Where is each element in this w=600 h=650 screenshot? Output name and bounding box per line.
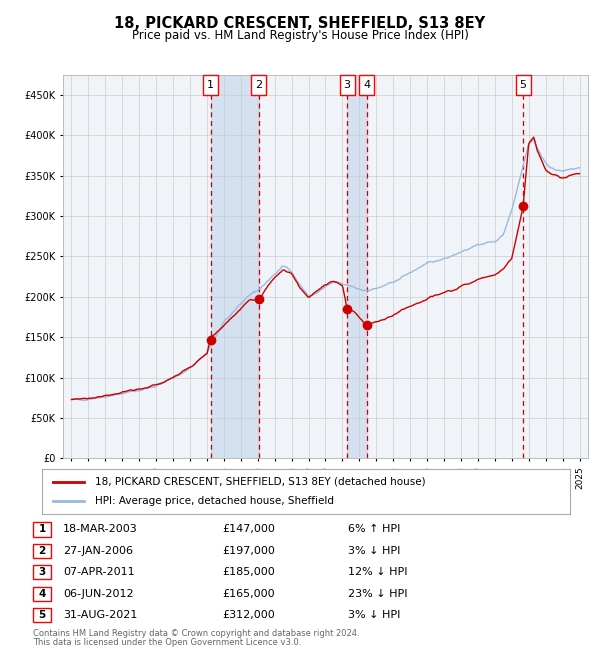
Text: 3: 3 xyxy=(344,80,350,90)
Text: £197,000: £197,000 xyxy=(222,546,275,556)
Text: 3: 3 xyxy=(38,567,46,577)
Text: 31-AUG-2021: 31-AUG-2021 xyxy=(63,610,137,620)
Text: £312,000: £312,000 xyxy=(222,610,275,620)
Text: 2: 2 xyxy=(256,80,263,90)
Text: 18, PICKARD CRESCENT, SHEFFIELD, S13 8EY: 18, PICKARD CRESCENT, SHEFFIELD, S13 8EY xyxy=(115,16,485,31)
Text: 18, PICKARD CRESCENT, SHEFFIELD, S13 8EY (detached house): 18, PICKARD CRESCENT, SHEFFIELD, S13 8EY… xyxy=(95,476,425,487)
Text: 5: 5 xyxy=(520,80,527,90)
Text: 07-APR-2011: 07-APR-2011 xyxy=(63,567,134,577)
Bar xyxy=(211,75,259,458)
Text: 3% ↓ HPI: 3% ↓ HPI xyxy=(348,546,400,556)
Text: HPI: Average price, detached house, Sheffield: HPI: Average price, detached house, Shef… xyxy=(95,496,334,506)
Text: 23% ↓ HPI: 23% ↓ HPI xyxy=(348,589,407,599)
Text: 5: 5 xyxy=(38,610,46,620)
Text: 4: 4 xyxy=(363,80,370,90)
Text: 12% ↓ HPI: 12% ↓ HPI xyxy=(348,567,407,577)
Text: £185,000: £185,000 xyxy=(222,567,275,577)
Text: 1: 1 xyxy=(38,525,46,534)
Text: £147,000: £147,000 xyxy=(222,525,275,534)
Text: 3% ↓ HPI: 3% ↓ HPI xyxy=(348,610,400,620)
Text: 4: 4 xyxy=(38,589,46,599)
Text: 2: 2 xyxy=(38,546,46,556)
Text: £165,000: £165,000 xyxy=(222,589,275,599)
Text: 06-JUN-2012: 06-JUN-2012 xyxy=(63,589,134,599)
Bar xyxy=(347,75,367,458)
Text: This data is licensed under the Open Government Licence v3.0.: This data is licensed under the Open Gov… xyxy=(33,638,301,647)
Text: Price paid vs. HM Land Registry's House Price Index (HPI): Price paid vs. HM Land Registry's House … xyxy=(131,29,469,42)
Text: 18-MAR-2003: 18-MAR-2003 xyxy=(63,525,138,534)
Text: 6% ↑ HPI: 6% ↑ HPI xyxy=(348,525,400,534)
Text: Contains HM Land Registry data © Crown copyright and database right 2024.: Contains HM Land Registry data © Crown c… xyxy=(33,629,359,638)
Text: 27-JAN-2006: 27-JAN-2006 xyxy=(63,546,133,556)
Text: 1: 1 xyxy=(207,80,214,90)
